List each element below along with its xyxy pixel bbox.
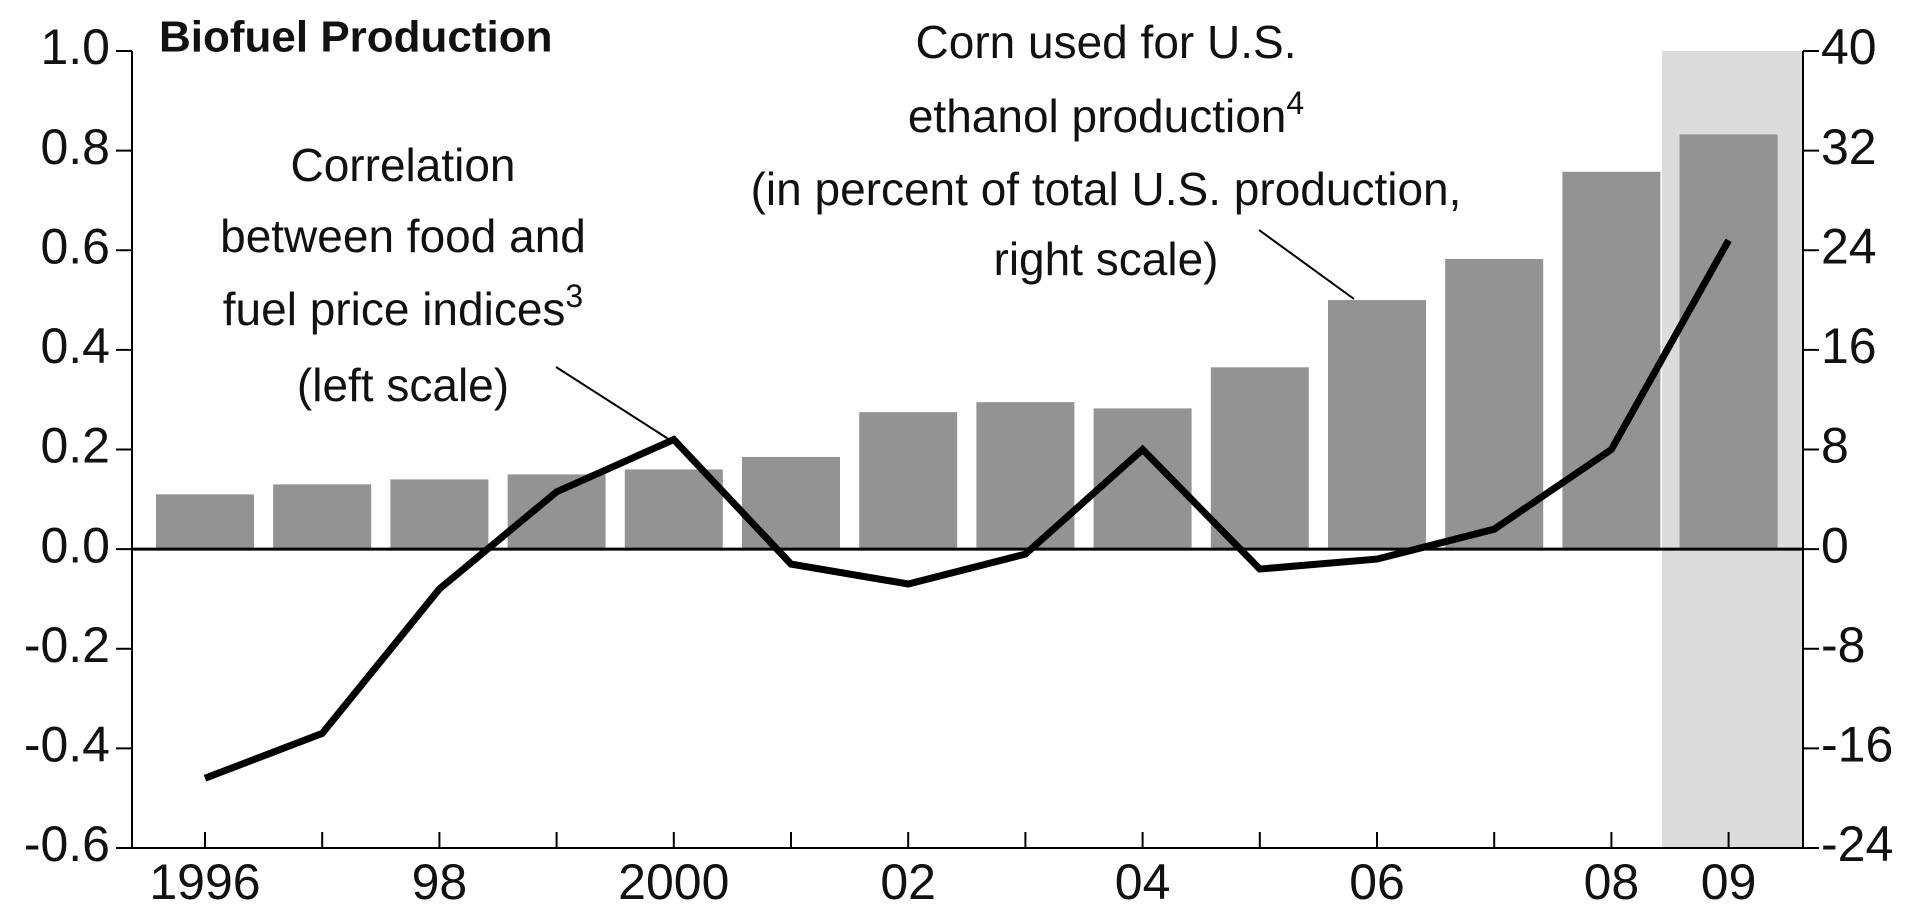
y-tick-label: 0.4	[40, 318, 110, 374]
annotation-text: Correlation	[291, 139, 516, 191]
y-tick-label: 0.2	[40, 418, 110, 474]
annotation-text: fuel price indices	[223, 283, 566, 335]
annotation-superscript: 3	[565, 278, 583, 314]
y-tick-label: 0.0	[40, 517, 110, 573]
y2-tick-label: -16	[1821, 717, 1893, 773]
bar	[1679, 134, 1778, 550]
bar	[1328, 300, 1426, 550]
y-tick-label: -0.4	[24, 717, 110, 773]
y2-tick-label: 0	[1821, 517, 1849, 573]
chart-title: Biofuel Production	[159, 13, 553, 62]
y2-tick-label: -24	[1821, 816, 1893, 872]
annotation: Corn used for U.S.	[916, 16, 1297, 68]
annotation-superscript: 4	[1286, 85, 1304, 121]
annotation: between food and	[220, 210, 586, 262]
y2-tick-label: 8	[1821, 418, 1849, 474]
y2-tick-label: 40	[1821, 19, 1877, 75]
y-tick-label: -0.2	[24, 617, 110, 673]
x-tick-label: 08	[1584, 854, 1640, 910]
annotation: right scale)	[994, 233, 1219, 285]
leader-line	[1258, 229, 1355, 300]
x-tick-label: 09	[1701, 854, 1757, 910]
y-tick-label: 0.6	[40, 218, 110, 274]
x-tick-label: 2000	[618, 854, 729, 910]
x-tick-label: 02	[880, 854, 936, 910]
leader-line	[555, 366, 671, 441]
x-tick-label: 04	[1115, 854, 1171, 910]
y2-tick-label: 16	[1821, 318, 1877, 374]
line	[203, 238, 1732, 782]
annotation-text: ethanol production	[908, 90, 1287, 142]
annotation-text: (in percent of total U.S. production,	[751, 163, 1462, 215]
y2-tick-label: 32	[1821, 119, 1877, 175]
y-tick-label: -0.6	[24, 816, 110, 872]
y-tick-label: 0.8	[40, 119, 110, 175]
annotation: (left scale)	[297, 359, 509, 411]
bar	[156, 494, 254, 550]
bar	[742, 456, 840, 550]
y2-tick-label: -8	[1821, 617, 1865, 673]
bar	[1210, 367, 1309, 550]
bar	[859, 412, 958, 550]
annotation: fuel price indices3	[223, 278, 583, 335]
annotation-text: Corn used for U.S.	[916, 16, 1297, 68]
y2-tick-label: 24	[1821, 218, 1877, 274]
bar	[273, 484, 372, 550]
bar	[1562, 171, 1661, 550]
annotation-text: (left scale)	[297, 359, 509, 411]
bar	[1445, 258, 1544, 550]
annotation: ethanol production4	[908, 85, 1304, 142]
bar	[624, 469, 723, 550]
bar	[507, 474, 606, 550]
bar	[390, 479, 489, 550]
annotation: Correlation	[291, 139, 516, 191]
x-tick-label: 98	[412, 854, 468, 910]
x-tick-label: 06	[1349, 854, 1405, 910]
y-tick-label: 1.0	[40, 19, 110, 75]
x-tick-label: 1996	[149, 854, 260, 910]
annotation-text: between food and	[220, 210, 586, 262]
annotation: (in percent of total U.S. production,	[751, 163, 1462, 215]
annotation-text: right scale)	[994, 233, 1219, 285]
